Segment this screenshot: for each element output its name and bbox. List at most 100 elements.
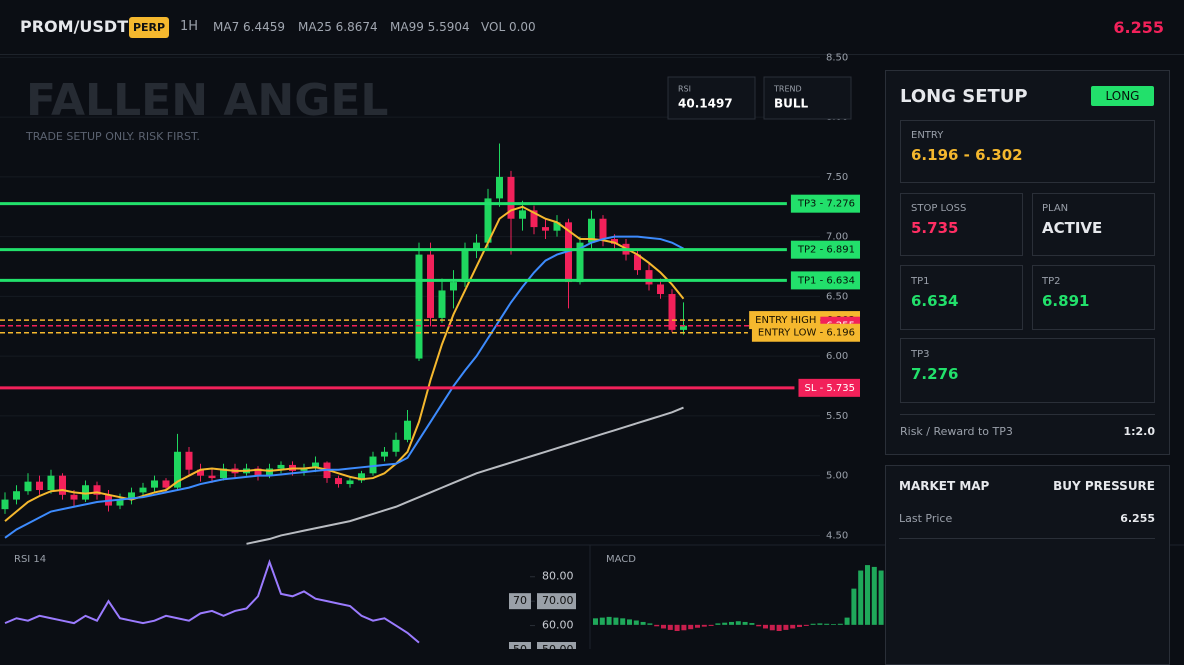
plan-value: ACTIVE [1042,219,1103,237]
candle-body [93,485,101,495]
candle-body [277,464,285,469]
page: PROM/USDT PERP 1H MA7 6.4459 MA25 6.8674… [0,17,1184,665]
macd-bar [722,622,728,625]
stop-card [900,193,1023,256]
macd-bar [681,624,687,631]
candle-body [220,468,227,479]
rr-label: Risk / Reward to TP3 [900,425,1013,438]
watermark-title: FALLEN ANGEL [26,75,388,126]
candle-body [36,481,43,491]
separator [899,538,1155,539]
market-map [885,465,1170,665]
marker-badge [509,593,531,610]
macd-bar [640,621,646,625]
info-box [667,76,756,120]
volume: VOL 0.00 [481,20,536,34]
candle-body [312,462,319,469]
ma-line [246,406,684,545]
marker-label: 70 [513,594,527,607]
macd-bar [627,619,632,625]
candle-body [151,480,158,488]
candle-body [254,468,262,476]
level-label: TP2 - 6.891 [797,245,855,256]
y-tick-label: 6.00 [826,351,848,362]
tp3-value: 7.276 [911,365,959,383]
tp1-value: 6.634 [911,292,959,310]
candle-body [300,468,308,471]
tp1-card [900,265,1023,330]
y-tick-label: 70.00 [542,594,574,607]
macd-bar [769,624,775,631]
candle-body [59,475,66,495]
marker-badge [509,642,531,649]
macd-bar [858,570,864,625]
plan-card [1032,193,1155,256]
macd-bar [593,618,598,625]
macd-bar [599,617,605,625]
tp2-label: TP2 [1042,276,1061,287]
market-title: MARKET MAP [899,479,990,493]
macd-bar [837,623,843,625]
candle-body [680,325,687,330]
ma7: MA7 6.4459 [213,20,285,34]
panel-title: RSI 14 [14,554,46,565]
candle-body [266,468,273,476]
tp1-label: TP1 [911,276,930,287]
candle-body [162,480,170,488]
y-tick-label: 8.50 [826,52,848,63]
candle-body [24,481,32,492]
macd-bar [790,624,796,629]
level-tag [751,323,860,342]
macd-bar [729,621,734,625]
plot [4,559,420,644]
candle-body [70,494,78,500]
candle-body [1,499,9,510]
tp3-card [900,338,1155,403]
level-tag [790,271,860,290]
candle-body [404,420,411,440]
macd-bar [844,617,850,625]
level-tag [790,240,860,259]
interval[interactable]: 1H [180,19,199,34]
plan-label: PLAN [1042,203,1069,214]
tp2-card [1032,265,1155,330]
candle-body [13,491,20,500]
candle-body [335,478,342,485]
candle-body [484,198,492,243]
macd-bar [776,624,782,632]
macd-bar [654,624,660,627]
entry-value: 6.196 - 6.302 [911,146,1023,164]
y-tick-label: 50.00 [542,643,574,649]
macd-bar [878,570,884,625]
macd-bar [667,624,673,630]
candle-body [116,499,124,506]
y-tick-label: 7.50 [826,172,848,183]
symbol: PROM/USDT [20,17,129,36]
candle-body [565,222,572,283]
y-tick-label: 4.50 [826,530,848,541]
macd-bar [735,621,741,625]
candle-body [174,451,181,488]
badge: PERP [129,17,169,38]
entry-card [900,120,1155,183]
candle-body [473,242,480,251]
level-tag [798,378,860,397]
candle-body [645,270,653,285]
candle-body [657,284,664,295]
macd-bar [749,623,755,625]
candle-body [427,254,434,318]
tp2-value: 6.891 [1042,292,1090,310]
level-label: ENTRY HIGH - 6.302 [755,315,855,326]
macd-bar [633,620,639,625]
charts: 4.505.005.506.006.507.007.508.008.50FALL… [0,52,1184,649]
candle-body [358,473,365,481]
level-tag [790,194,860,213]
tp3-label: TP3 [911,349,930,360]
tick-badge [537,642,576,649]
macd-bar [865,565,870,625]
level-label: TP1 - 6.634 [797,275,855,286]
y-tick-label: 7.00 [826,232,848,243]
candle-body [346,480,354,485]
macd-bar [783,624,789,630]
macd-bar [756,624,762,627]
